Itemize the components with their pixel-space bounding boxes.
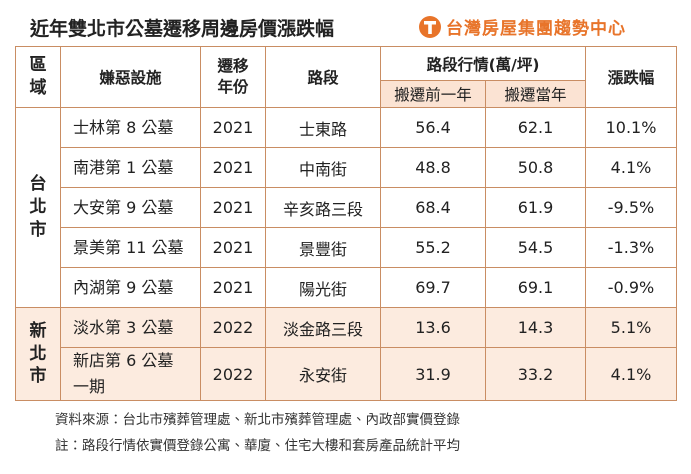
header-cell: 搬遷當年 <box>485 80 586 108</box>
table-cell: 68.4 <box>380 187 486 228</box>
table-row: 新店第 6 公墓 一期 2022 永安街 31.9 33.2 4.1% <box>16 347 677 401</box>
header-cell: 嫌惡設施 <box>60 46 201 108</box>
table-cell: 14.3 <box>485 307 586 348</box>
header-cell: 遷移 年份 <box>200 46 266 108</box>
table-cell: 55.2 <box>380 227 486 268</box>
table-cell: 61.9 <box>485 187 586 228</box>
table-cell: 31.9 <box>380 347 486 401</box>
table-cell: 景豐街 <box>265 227 381 268</box>
table-row: 景美第 11 公墓 2021 景豐街 55.2 54.5 -1.3% <box>16 227 677 268</box>
table-cell: 56.4 <box>380 107 486 148</box>
table-cell: 33.2 <box>485 347 586 401</box>
table-cell: -1.3% <box>585 227 677 268</box>
header-cell: 搬遷前一年 <box>380 80 486 108</box>
table-row: 南港第 1 公墓 2021 中南街 48.8 50.8 4.1% <box>16 147 677 188</box>
data-table: 區 域 嫌惡設施 遷移 年份 路段 路段行情(萬/坪) 漲跌幅 搬遷前一年 搬遷… <box>15 46 677 401</box>
table-cell: 62.1 <box>485 107 586 148</box>
region-cell: 台 北 市 <box>15 107 61 308</box>
table-cell: 淡金路三段 <box>265 307 381 348</box>
table-cell: 新店第 6 公墓 一期 <box>60 347 201 401</box>
logo-icon <box>419 15 441 38</box>
table-cell: 50.8 <box>485 147 586 188</box>
table-body: 台 北 市士林第 8 公墓 2021 士東路 56.4 62.1 10.1% 南港第 1 公… <box>15 107 677 401</box>
logo: 台灣房屋集團趨勢中心 <box>418 14 626 39</box>
table-cell: 南港第 1 公墓 <box>60 147 201 188</box>
table-cell: 辛亥路三段 <box>265 187 381 228</box>
header-cell: 路段行情(萬/坪) <box>380 46 586 81</box>
table-cell: 2022 <box>200 347 266 401</box>
header-cell: 漲跌幅 <box>585 46 677 108</box>
table-cell: -9.5% <box>585 187 677 228</box>
table-cell: 內湖第 9 公墓 <box>60 267 201 308</box>
title: 近年雙北市公墓遷移周邊房價漲跌幅 <box>30 18 335 40</box>
table-cell: 48.8 <box>380 147 486 188</box>
table-row: 內湖第 9 公墓 2021 陽光街 69.7 69.1 -0.9% <box>16 267 677 308</box>
table-cell: -0.9% <box>585 267 677 308</box>
table-cell: 13.6 <box>380 307 486 348</box>
table-cell: 69.7 <box>380 267 486 308</box>
table-row: 台 北 市士林第 8 公墓 2021 士東路 56.4 62.1 10.1% <box>15 107 677 308</box>
table-row: 新 北 市淡水第 3 公墓 2022 淡金路三段 13.6 14.3 5.1% <box>15 307 677 401</box>
table-cell: 69.1 <box>485 267 586 308</box>
table-cell: 2021 <box>200 187 266 228</box>
region-cell: 新 北 市 <box>15 307 61 401</box>
table-row: 大安第 9 公墓 2021 辛亥路三段 68.4 61.9 -9.5% <box>16 187 677 228</box>
table-cell: 永安街 <box>265 347 381 401</box>
table-cell: 5.1% <box>585 307 677 348</box>
table-cell: 2021 <box>200 107 266 148</box>
table-cell: 士林第 8 公墓 <box>60 107 201 148</box>
table-cell: 4.1% <box>585 147 677 188</box>
table-cell: 淡水第 3 公墓 <box>60 307 201 348</box>
table-cell: 2021 <box>200 147 266 188</box>
table-cell: 4.1% <box>585 347 677 401</box>
note: 資料來源：台北市殯葬管理處、新北市殯葬管理處、內政部實價登錄 <box>55 412 460 428</box>
header-cell: 路段 <box>265 46 381 108</box>
logo-text: 台灣房屋集團趨勢中心 <box>446 19 626 39</box>
table-cell: 中南街 <box>265 147 381 188</box>
table-cell: 士東路 <box>265 107 381 148</box>
table-cell: 54.5 <box>485 227 586 268</box>
note: 註：路段行情依實價登錄公寓、華廈、住宅大樓和套房產品統計平均 <box>55 438 460 454</box>
table-cell: 2022 <box>200 307 266 348</box>
table-cell: 10.1% <box>585 107 677 148</box>
table-cell: 大安第 9 公墓 <box>60 187 201 228</box>
table-cell: 2021 <box>200 267 266 308</box>
table-cell: 陽光街 <box>265 267 381 308</box>
table-cell: 2021 <box>200 227 266 268</box>
table-cell: 景美第 11 公墓 <box>60 227 201 268</box>
header-cell: 區 域 <box>15 46 61 108</box>
